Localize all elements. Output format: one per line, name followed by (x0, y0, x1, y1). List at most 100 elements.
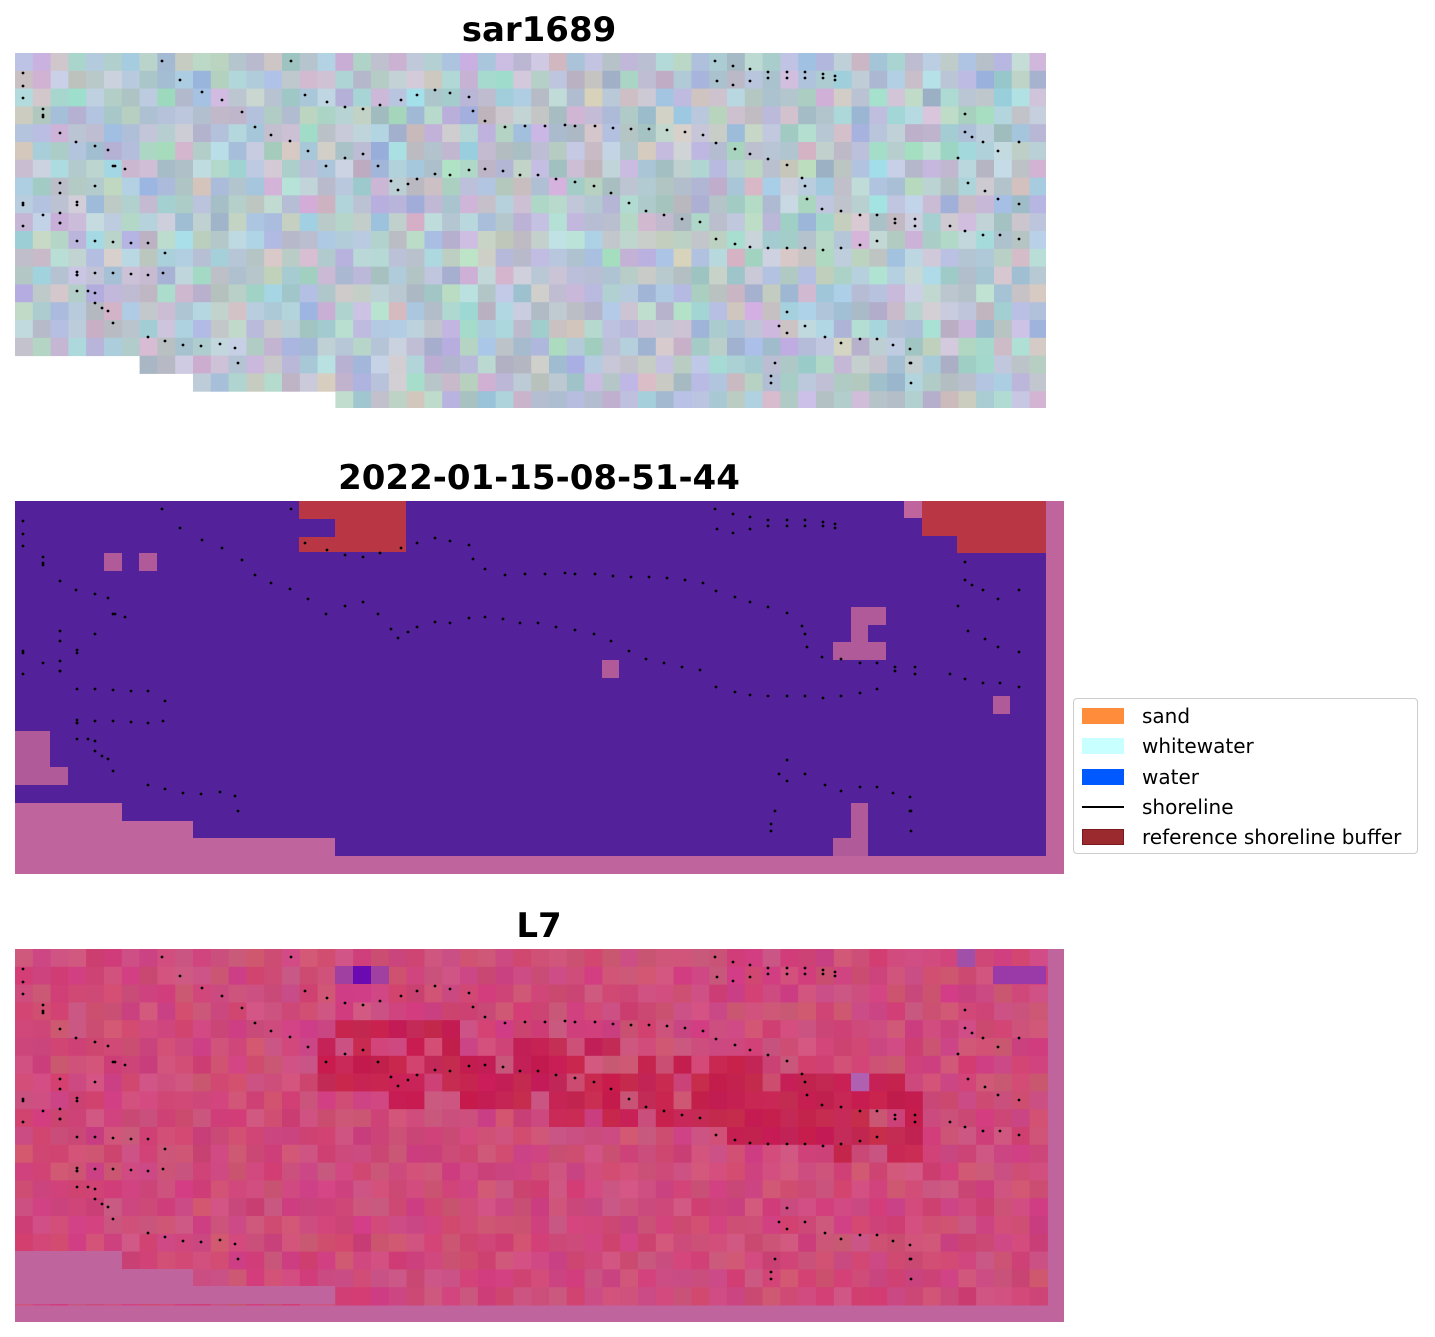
l7-pixel (709, 966, 728, 986)
sar-pixel (477, 195, 497, 214)
l7-pixel (246, 1216, 265, 1235)
sar-pixel (549, 195, 568, 214)
l7-pixel (958, 966, 977, 986)
sar-pixel (157, 106, 176, 125)
l7-pixel (780, 1180, 799, 1199)
l7-pixel (495, 1233, 514, 1253)
l7-pixel (495, 1109, 514, 1128)
shoreline-point (981, 140, 985, 144)
sar-pixel (709, 320, 728, 339)
l7-pixel (495, 1287, 514, 1306)
shoreline-point (609, 191, 613, 195)
l7-pixel (86, 1109, 105, 1128)
sar-pixel (513, 53, 532, 72)
sar-pixel (940, 320, 959, 339)
l7-pixel (353, 949, 372, 968)
shoreline-point (543, 124, 547, 128)
sar-pixel (940, 391, 959, 408)
sar-pixel (264, 337, 283, 357)
l7-pixel (620, 1109, 639, 1128)
shoreline-point (1017, 588, 1021, 592)
l7-pixel (32, 1198, 52, 1217)
sar-pixel (406, 302, 425, 321)
l7-pixel (121, 1198, 141, 1217)
sar-pixel (833, 177, 853, 196)
l7-pixel (193, 966, 212, 986)
shoreline-point (21, 1120, 25, 1124)
shoreline-point (199, 344, 203, 348)
l7-pixel (566, 1038, 586, 1057)
l7-pixel (691, 1002, 710, 1021)
l7-pixel (424, 1002, 443, 1021)
sar-pixel (709, 284, 728, 303)
sar-pixel (193, 373, 212, 392)
sar-pixel (317, 355, 336, 374)
shoreline-point (399, 546, 403, 550)
l7-pixel (495, 1127, 514, 1146)
l7-pixel (584, 984, 603, 1003)
sar-pixel (228, 266, 247, 285)
l7-pixel (673, 1198, 692, 1217)
sar-pixel (388, 88, 408, 107)
l7-pixel (602, 1180, 621, 1199)
l7-pixel (673, 949, 692, 968)
sar-pixel (317, 231, 336, 250)
shoreline-point (324, 164, 328, 168)
shoreline-point (766, 966, 770, 970)
sar-pixel (531, 53, 550, 72)
l7-pixel (566, 984, 586, 1003)
sar-pixel (994, 284, 1013, 303)
sar-pixel (139, 195, 158, 214)
sar-pixel (15, 106, 34, 125)
sar-pixel (424, 53, 443, 72)
shoreline-point (93, 632, 97, 636)
nodata-strip (193, 838, 335, 856)
l7-pixel (851, 1002, 870, 1021)
sar-pixel (655, 213, 675, 232)
shoreline-point (766, 246, 770, 250)
l7-pixel (994, 1127, 1013, 1146)
sar-pixel (584, 248, 603, 268)
l7-pixel (460, 1144, 479, 1164)
shoreline-point (129, 689, 133, 693)
shoreline-point (823, 335, 827, 339)
shoreline-point (573, 572, 577, 576)
l7-pixel (620, 1251, 639, 1270)
l7-pixel (264, 1180, 283, 1199)
l7-pixel (353, 1127, 372, 1146)
l7-pixel (1011, 1020, 1031, 1039)
shoreline-point (467, 1064, 471, 1068)
l7-pixel (833, 1216, 853, 1235)
sar-pixel (531, 88, 550, 107)
sar-pixel (513, 337, 532, 357)
l7-pixel (638, 1180, 657, 1199)
sar-pixel (851, 355, 870, 374)
l7-pixel (513, 1287, 532, 1306)
l7-pixel (282, 966, 301, 986)
sar-pixel (584, 106, 603, 125)
sar-pixel (335, 284, 354, 303)
l7-pixel (780, 1162, 799, 1181)
sar-pixel (32, 159, 52, 179)
l7-pixel (264, 1091, 283, 1110)
sar-pixel (388, 355, 408, 374)
l7-pixel (282, 984, 301, 1003)
sar-pixel (442, 88, 461, 107)
sar-pixel (157, 53, 176, 72)
sar-pixel (887, 391, 906, 408)
shoreline-point (74, 588, 78, 592)
sar-pixel (317, 177, 336, 196)
l7-pixel (655, 1251, 675, 1270)
sar-pixel (139, 88, 158, 107)
l7-pixel (317, 1216, 336, 1235)
l7-pixel (15, 1198, 34, 1217)
sar-pixel (727, 373, 746, 392)
sar-pixel (1029, 124, 1046, 143)
shoreline-point (839, 1237, 843, 1241)
sar-pixel (744, 355, 764, 374)
shoreline-overlay (21, 955, 1021, 1281)
reference-buffer-swatch (1082, 829, 1124, 845)
sar-pixel (887, 284, 906, 303)
shoreline-point (714, 141, 718, 145)
l7-pixel (371, 1162, 390, 1181)
